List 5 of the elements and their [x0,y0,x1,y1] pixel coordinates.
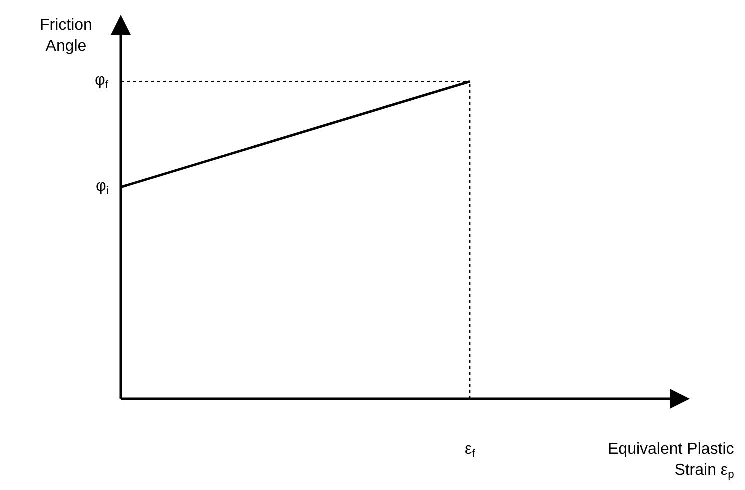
text: φ$_{f}$ [95,72,110,92]
text: ε$_{f}$ [465,441,476,460]
x-axis-title: Equivalent Plastic Strain ε$_{p}$ [608,441,734,482]
text: φ$_{i}$ [96,178,109,198]
y-axis-title: Friction Angle [40,17,92,55]
